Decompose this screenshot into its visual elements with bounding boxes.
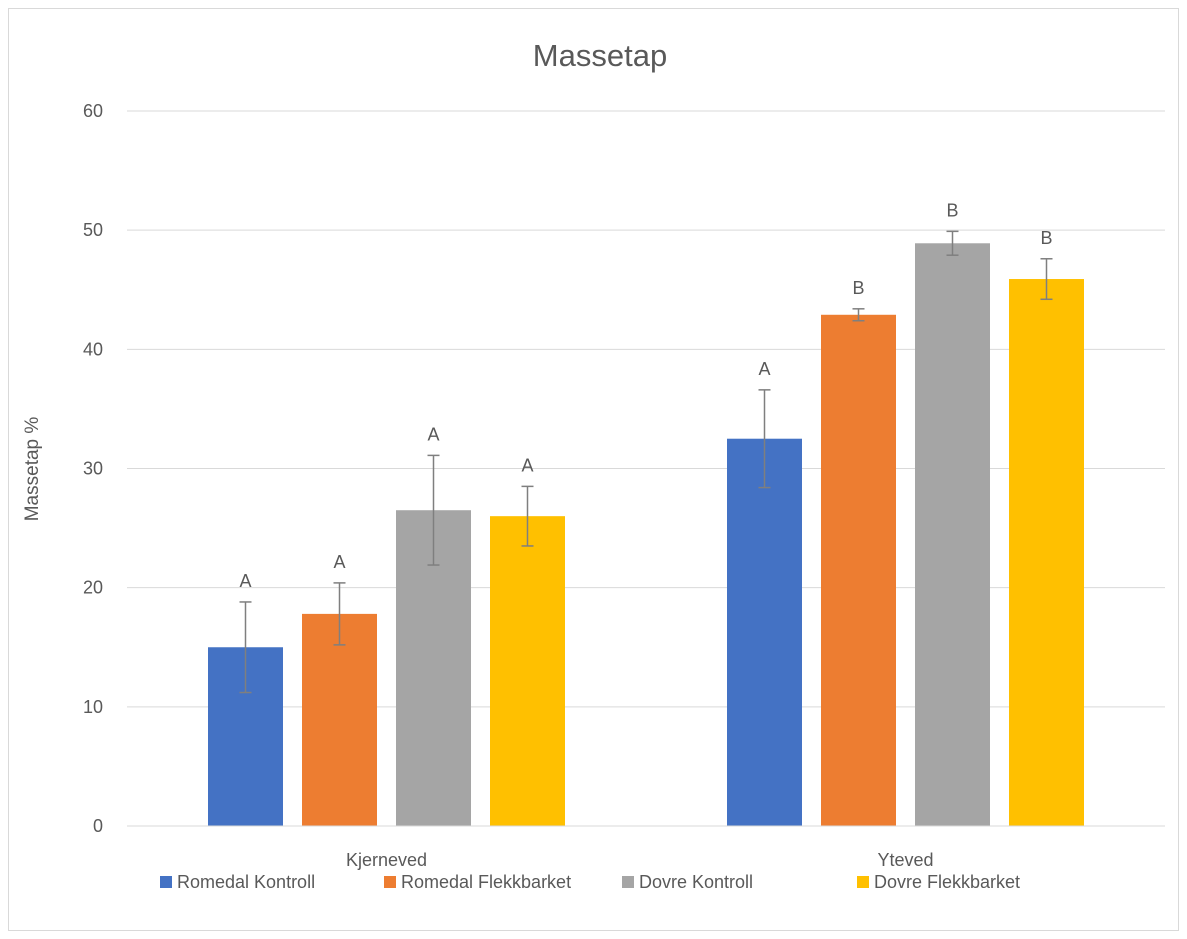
bar [727, 438, 802, 826]
legend-swatch [384, 876, 396, 888]
legend: Romedal Kontroll Romedal Flekkbarket Dovre… [160, 872, 1020, 892]
significance-label: B [1040, 228, 1052, 248]
bars [208, 243, 1084, 826]
significance-label: A [333, 552, 345, 572]
bar [915, 243, 990, 826]
x-category-label: Yteved [877, 850, 933, 870]
chart-title: Massetap [533, 38, 667, 73]
legend-label: Romedal Flekkbarket [401, 872, 571, 892]
significance-label: B [852, 278, 864, 298]
legend-label: Dovre Flekkbarket [874, 872, 1020, 892]
y-tick-label: 20 [83, 578, 103, 598]
x-category-label: Kjerneved [346, 850, 427, 870]
y-axis-title: Massetap % [22, 417, 43, 522]
legend-label: Romedal Kontroll [177, 872, 315, 892]
y-tick-label: 10 [83, 697, 103, 717]
legend-swatch [160, 876, 172, 888]
gridlines [127, 110, 1165, 708]
bar [821, 314, 896, 826]
bar [1009, 279, 1084, 826]
y-tick-label: 40 [83, 339, 103, 359]
x-axis-categories: Kjerneved Yteved [346, 850, 934, 870]
significance-label: A [521, 455, 533, 475]
legend-swatch [857, 876, 869, 888]
bar [490, 516, 565, 826]
y-tick-label: 60 [83, 101, 103, 121]
y-tick-label: 50 [83, 220, 103, 240]
y-tick-label: 30 [83, 459, 103, 479]
significance-label: A [239, 571, 251, 591]
legend-swatch [622, 876, 634, 888]
significance-label: A [427, 424, 439, 444]
significance-label: B [946, 200, 958, 220]
bar [302, 613, 377, 826]
legend-label: Dovre Kontroll [639, 872, 753, 892]
y-tick-label: 0 [93, 816, 103, 836]
significance-label: A [758, 359, 770, 379]
significance-labels: A A A A A B B B [239, 200, 1052, 591]
y-axis-ticks: 0 10 20 30 40 50 60 [83, 101, 103, 836]
error-bars [239, 230, 1053, 694]
